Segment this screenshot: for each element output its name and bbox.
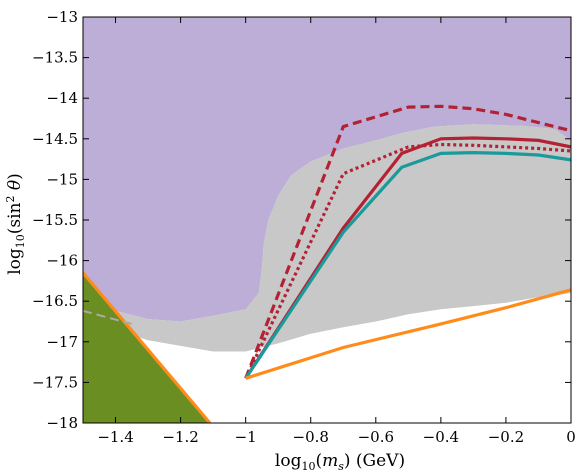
y-tick-label-10: −18 — [46, 414, 78, 432]
axes: −1.4 −1.2 −1 −0.8 −0.6 −0.4 −0.2 0 −13 −13.5 −14 −1… — [32, 8, 576, 446]
series-line-3 — [244, 150, 571, 380]
series-line-4 — [245, 288, 571, 380]
x-tick-label-1: −1.2 — [162, 428, 198, 446]
series-line-0 — [244, 104, 571, 379]
region-1 — [83, 124, 571, 352]
y-tick-label-1: −13.5 — [32, 49, 78, 67]
x-tick-label-7: 0 — [566, 428, 576, 446]
y-tick-label-5: −15.5 — [32, 211, 78, 229]
y-tick-label-7: −16.5 — [32, 292, 78, 310]
y-tick-label-0: −13 — [46, 8, 78, 26]
y-tick-label-6: −16 — [46, 252, 78, 270]
series-line-5 — [83, 271, 212, 423]
y-tick-label-3: −14.5 — [32, 130, 78, 148]
series-line-2 — [244, 136, 571, 380]
x-tick-label-6: −0.2 — [488, 428, 524, 446]
x-tick-label-2: −1 — [235, 428, 257, 446]
y-tick-label-8: −17 — [46, 333, 78, 351]
region-0 — [83, 17, 571, 322]
y-tick-label-9: −17.5 — [32, 373, 78, 391]
x-tick-label-3: −0.8 — [293, 428, 329, 446]
y-axis-title: log10(sin2 θ) — [4, 173, 27, 275]
plot-area — [83, 17, 571, 423]
x-tick-label-4: −0.6 — [358, 428, 394, 446]
x-tick-label-5: −0.4 — [423, 428, 459, 446]
series-line-1 — [244, 142, 571, 379]
x-tick-label-0: −1.4 — [97, 428, 133, 446]
y-tick-label-2: −14 — [46, 89, 78, 107]
x-axis-title: log10(ms) (GeV) — [275, 451, 405, 473]
y-tick-label-4: −15 — [46, 170, 78, 188]
series-line-6 — [83, 309, 133, 325]
